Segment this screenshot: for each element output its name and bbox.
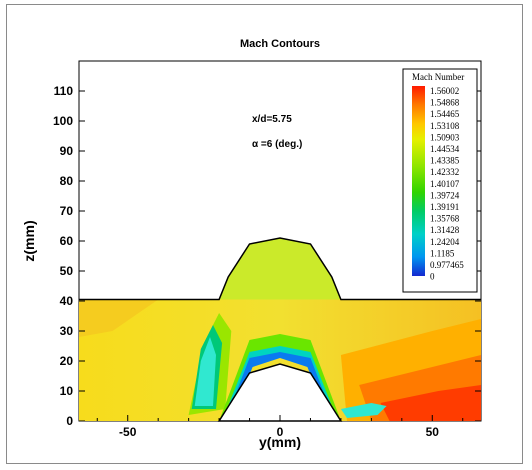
field-upper-lobe <box>79 238 481 300</box>
contour-field <box>79 238 481 421</box>
legend-label: 1.40107 <box>430 179 460 189</box>
legend-label: 1.31428 <box>430 225 460 235</box>
body-upper-outline <box>79 237 481 301</box>
y-tick-label: 110 <box>54 84 74 98</box>
field-patch <box>340 403 387 418</box>
legend-label: 1.42332 <box>430 167 459 177</box>
field-patch <box>194 337 216 406</box>
field-patch <box>79 299 159 337</box>
y-tick-label: 40 <box>60 294 74 308</box>
legend-title: Mach Number <box>412 72 464 82</box>
legend-label: 1.50903 <box>430 132 460 142</box>
legend-label: 1.39724 <box>430 190 460 200</box>
legend-label: 1.54868 <box>430 98 460 108</box>
legend-label: 1.35768 <box>430 214 460 224</box>
legend-label: 1.56002 <box>430 86 459 96</box>
y-tick-label: 100 <box>53 114 73 128</box>
legend-label: 1.44534 <box>430 144 460 154</box>
y-tick-label: 20 <box>60 354 74 368</box>
legend-label: 1.54465 <box>430 109 460 119</box>
y-tick-label: 90 <box>60 144 74 158</box>
annotation-xd: x/d=5.75 <box>252 114 292 125</box>
legend-label: 1.24204 <box>430 237 460 247</box>
legend-label: 1.53108 <box>430 121 460 131</box>
x-tick-label: 0 <box>277 425 284 439</box>
y-tick-label: 80 <box>60 174 74 188</box>
axis-ticks: 0 10 20 30 40 50 60 70 80 90 100 110 -50 0 50 <box>53 84 481 439</box>
y-tick-label: 30 <box>60 324 74 338</box>
legend-label: 1.39191 <box>430 202 459 212</box>
x-tick-label: 50 <box>426 425 440 439</box>
legend-label: 0 <box>430 272 435 282</box>
legend-colorbar <box>412 86 425 276</box>
y-axis-label: z(mm) <box>21 220 37 261</box>
x-tick-label: -50 <box>119 425 137 439</box>
y-tick-label: 10 <box>60 384 74 398</box>
y-tick-label: 60 <box>60 234 74 248</box>
x-axis-label: y(mm) <box>259 434 301 450</box>
body-cross-section <box>217 363 343 422</box>
y-tick-label: 50 <box>60 264 74 278</box>
legend-label: 1.1185 <box>430 248 455 258</box>
legend-label: 1.43385 <box>430 156 460 166</box>
y-tick-label: 70 <box>60 204 74 218</box>
chart-title: Mach Contours <box>240 38 320 50</box>
legend-label: 0.977465 <box>430 260 464 270</box>
body-overlay <box>79 237 481 422</box>
field-patch <box>380 385 481 421</box>
y-tick-label: 0 <box>66 414 73 428</box>
annotation-alpha: α =6 (deg.) <box>252 139 302 150</box>
